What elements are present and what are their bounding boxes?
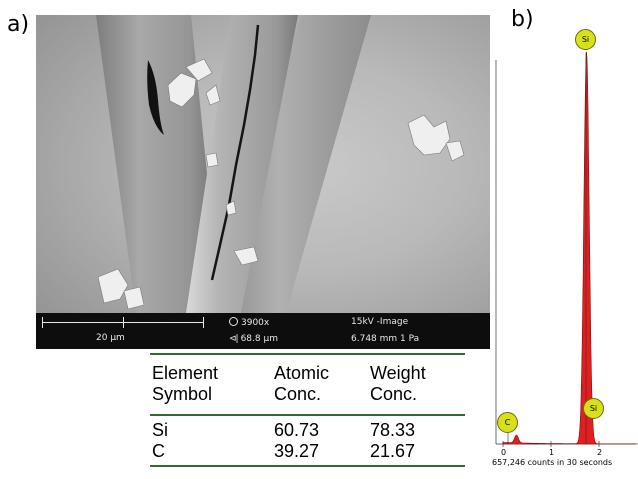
header-cell: Conc. (274, 384, 322, 404)
spectrum-curve (502, 51, 638, 445)
hfw-readout: ⊲| 68.8 μm (229, 334, 278, 344)
magnification-value: 3900x (241, 318, 270, 328)
table-rule-bottom (150, 465, 465, 467)
x-tick-label: 0 (501, 448, 507, 457)
counts-caption: 657,246 counts in 30 seconds (492, 458, 613, 467)
eds-spectrum: Si Si C 0 1 2 657,246 counts in 30 secon… (488, 0, 638, 474)
table-header-row: Symbol Conc. Conc. (150, 384, 465, 404)
header-cell: Element (152, 363, 219, 383)
panel-label-a: a) (7, 12, 30, 37)
header-cell: Weight (370, 363, 426, 383)
x-tick-label: 1 (549, 448, 555, 457)
x-tick-label: 2 (597, 448, 603, 457)
panel-label-b: b) (511, 7, 534, 32)
table-row: Si 60.73 78.33 (150, 420, 465, 440)
table-row: C 39.27 21.67 (150, 441, 465, 461)
fiber-crack (210, 24, 260, 281)
magnifier-icon (229, 317, 238, 326)
scale-bar-tick (123, 317, 124, 328)
table-rule-mid (150, 414, 465, 416)
scale-bar-tick (203, 317, 204, 328)
atomic-conc-cell: 60.73 (274, 420, 320, 440)
peak-badge-si: Si (575, 29, 596, 50)
peak-badge-si-low: Si (583, 398, 604, 419)
sem-micrograph: 20 μm 3900x ⊲| 68.8 μm 15kV -Image 6.748 … (36, 15, 490, 349)
scale-bar-label: 20 μm (96, 333, 125, 343)
element-cell: Si (152, 420, 169, 440)
fiber-defect (147, 60, 164, 135)
detector-readout: 15kV -Image (351, 317, 409, 327)
peak-badge-c: C (497, 412, 518, 433)
table-header-row: Element Atomic Weight (150, 363, 465, 383)
eds-plot (495, 51, 638, 447)
debris-particles (97, 58, 465, 310)
hfw-value: 68.8 μm (240, 334, 278, 344)
weight-conc-cell: 78.33 (370, 420, 416, 440)
header-cell: Conc. (370, 384, 418, 404)
field-width-icon: ⊲| (229, 334, 239, 344)
fiber-middle (186, 15, 298, 313)
header-cell: Symbol (152, 384, 213, 404)
magnification-readout: 3900x (229, 317, 269, 328)
sem-image (96, 15, 465, 313)
weight-conc-cell: 21.67 (370, 441, 416, 461)
atomic-conc-cell: 39.27 (274, 441, 320, 461)
sem-databar: 20 μm 3900x ⊲| 68.8 μm 15kV -Image 6.748 … (36, 313, 490, 349)
element-cell: C (152, 441, 165, 461)
table-rule-top (150, 353, 465, 355)
header-cell: Atomic (274, 363, 330, 383)
scale-bar-tick (42, 317, 43, 328)
working-distance-readout: 6.748 mm 1 Pa (351, 334, 420, 344)
